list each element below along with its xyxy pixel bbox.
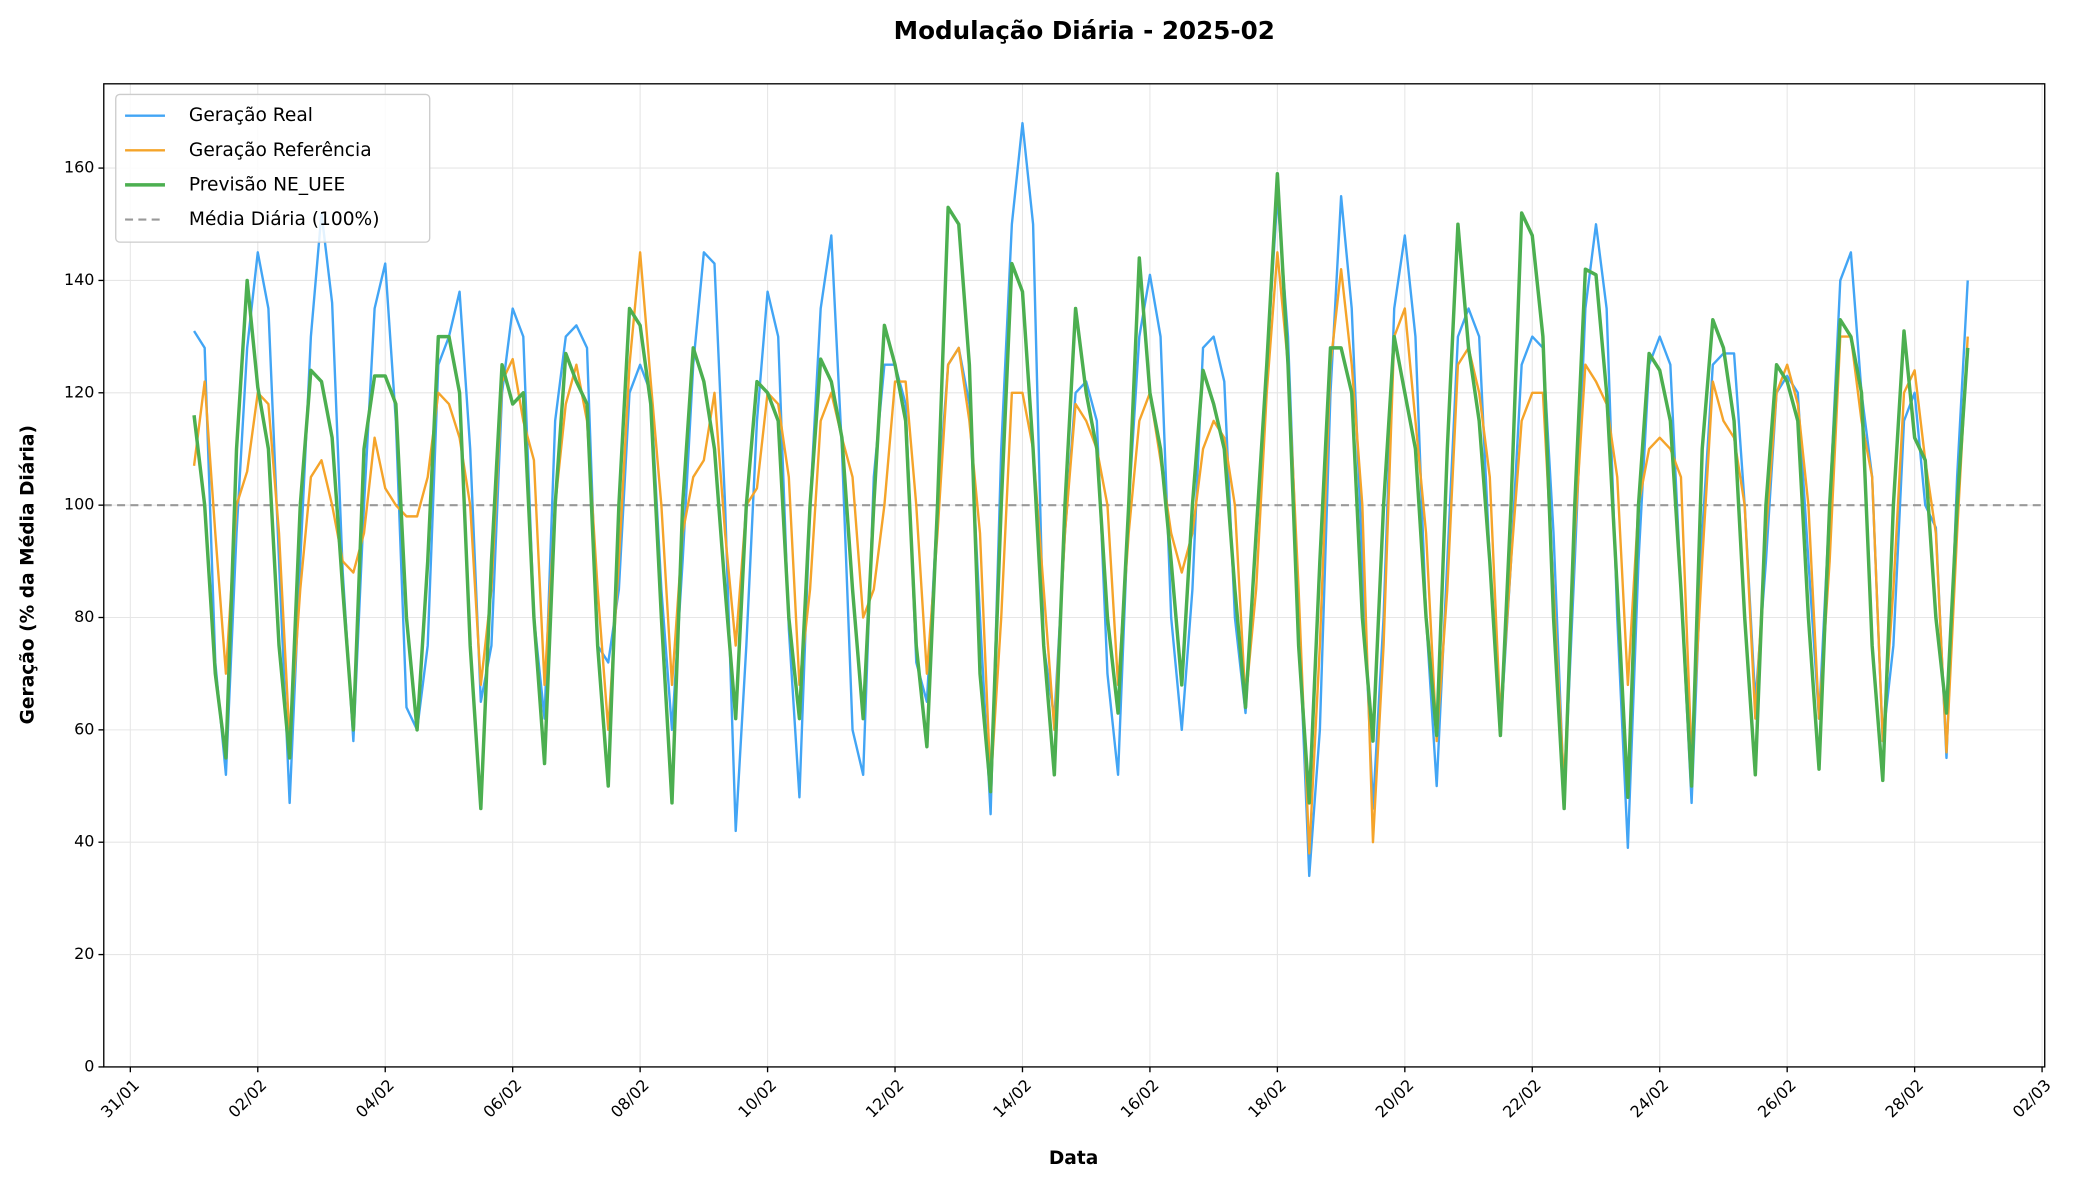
y-tick-label: 60 [74, 719, 94, 738]
series-line [193, 121, 1969, 878]
x-tick-label: 22/02 [1499, 1075, 1545, 1121]
x-tick-label: 02/03 [2009, 1075, 2055, 1121]
x-tick-label: 04/02 [352, 1075, 398, 1121]
x-tick-label: 31/01 [97, 1075, 143, 1121]
y-tick-label: 20 [74, 944, 94, 963]
x-tick-label: 02/02 [224, 1075, 270, 1121]
x-tick-label: 16/02 [1117, 1075, 1163, 1121]
y-tick-label: 40 [74, 832, 94, 851]
x-tick-label: 06/02 [479, 1075, 525, 1121]
x-tick-label: 10/02 [734, 1075, 780, 1121]
x-tick-label: 26/02 [1754, 1075, 1800, 1121]
chart-title: Modulação Diária - 2025-02 [894, 16, 1275, 45]
plot-frame [103, 83, 2046, 1068]
legend-label: Previsão NE_UEE [189, 174, 345, 195]
x-tick-label: 20/02 [1372, 1075, 1418, 1121]
y-tick-label: 140 [64, 270, 94, 289]
x-tick-label: 24/02 [1626, 1075, 1672, 1121]
legend-label: Média Diária (100%) [189, 209, 380, 230]
y-tick-label: 80 [74, 607, 94, 626]
y-tick-label: 0 [84, 1056, 94, 1075]
x-tick-label: 08/02 [607, 1075, 653, 1121]
x-tick-label: 12/02 [862, 1075, 908, 1121]
y-tick-label: 100 [64, 495, 94, 514]
x-tick-label: 14/02 [989, 1075, 1035, 1121]
y-tick-label: 160 [64, 158, 94, 177]
legend-label: Geração Referência [189, 140, 372, 161]
x-tick-label: 18/02 [1244, 1075, 1290, 1121]
legend: Geração Real Geração Referência Previsão N… [115, 93, 431, 243]
legend-label: Geração Real [189, 105, 313, 126]
y-tick-label: 120 [64, 382, 94, 401]
y-axis-label: Geração (% da Média Diária) [17, 425, 38, 724]
x-tick-label: 28/02 [1881, 1075, 1927, 1121]
x-axis-label: Data [1049, 1148, 1098, 1169]
legend-box [115, 93, 431, 243]
series-line [192, 171, 1970, 811]
